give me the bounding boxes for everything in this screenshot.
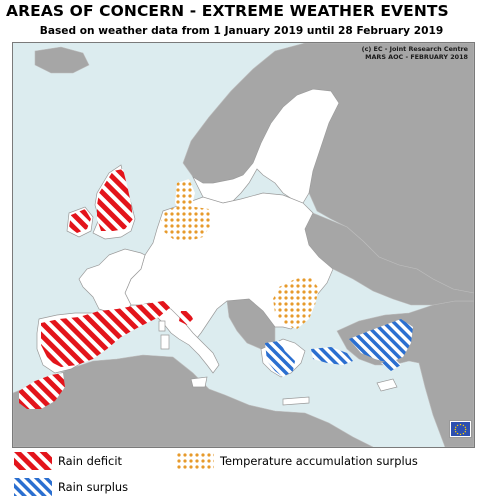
land-scandinavia <box>192 88 340 204</box>
land-cyprus <box>376 378 398 392</box>
rain-surplus-swatch <box>14 478 52 496</box>
legend: Rain deficit Rain surplus Temperature ac… <box>14 452 474 500</box>
copyright-credit: (c) EC - Joint Research Centre MARS AOC … <box>362 45 468 61</box>
legend-label-rain-surplus: Rain surplus <box>58 480 129 494</box>
area-aegean-rain-surplus <box>311 347 353 365</box>
map-subtitle: Based on weather data from 1 January 201… <box>39 25 444 37</box>
non-eu-land <box>13 43 474 447</box>
temperature-surplus-swatch <box>176 452 214 470</box>
land-sardinia <box>160 334 170 350</box>
area-ireland-rain-deficit <box>69 209 91 233</box>
land-italy <box>154 304 220 374</box>
area-cyprus-rain-surplus <box>381 359 401 371</box>
europe-map: (c) EC - Joint Research Centre MARS AOC … <box>12 42 475 448</box>
land-crete <box>282 396 310 406</box>
land-corsica <box>158 320 166 332</box>
area-turkey-rain-surplus <box>349 319 413 363</box>
land-north-africa <box>13 354 374 447</box>
legend-label-rain-deficit: Rain deficit <box>58 454 122 468</box>
legend-label-temperature-surplus: Temperature accumulation surplus <box>220 454 418 468</box>
area-romania-bulgaria-temperature-surplus <box>273 277 319 329</box>
legend-item-rain-deficit: Rain deficit <box>14 452 122 470</box>
eu-flag-logo <box>449 420 472 438</box>
legend-item-rain-surplus: Rain surplus <box>14 478 128 496</box>
area-sardinia-rain-deficit <box>179 311 193 325</box>
credit-line-1: (c) EC - Joint Research Centre <box>361 45 468 53</box>
land-iceland <box>34 46 90 74</box>
concern-areas <box>19 169 413 409</box>
map-canvas <box>13 43 474 447</box>
credit-line-2: MARS AOC - FEBRUARY 2018 <box>365 53 468 61</box>
area-morocco-rain-deficit <box>19 373 65 409</box>
area-denmark-temperature-surplus <box>175 179 195 213</box>
map-title: AREAS OF CONCERN - EXTREME WEATHER EVENT… <box>6 2 449 20</box>
area-greece-rain-surplus <box>265 341 295 377</box>
area-uk-rain-deficit <box>97 169 133 231</box>
legend-item-temperature-surplus: Temperature accumulation surplus <box>176 452 418 470</box>
area-germany-temperature-surplus <box>161 205 211 241</box>
eu-stars-icon <box>454 423 467 436</box>
area-iberia-rain-deficit <box>41 301 173 367</box>
rain-deficit-swatch <box>14 452 52 470</box>
land-sicily <box>190 376 208 388</box>
